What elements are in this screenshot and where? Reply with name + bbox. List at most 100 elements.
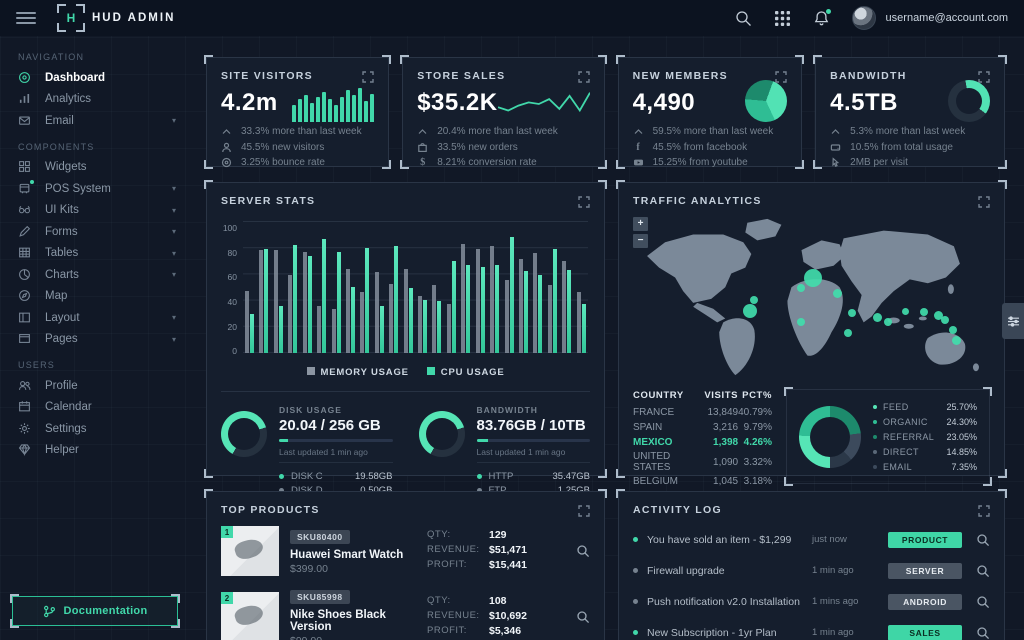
gauge-label: DISK USAGE [279, 405, 342, 415]
map-marker[interactable] [952, 335, 962, 345]
expand-icon[interactable] [578, 504, 590, 517]
expand-icon[interactable] [362, 70, 374, 83]
country-visits: 13,849 [707, 407, 739, 418]
world-map[interactable]: + − [631, 213, 992, 379]
sidebar-item-widgets[interactable]: Widgets [0, 157, 190, 179]
sidebar-item-dashboard[interactable]: Dashboard [0, 67, 190, 89]
qty-label: QTY: [427, 528, 451, 540]
map-marker[interactable] [948, 325, 957, 334]
map-marker[interactable] [872, 312, 882, 322]
map-marker[interactable] [934, 310, 944, 320]
y-tick: 40 [227, 297, 237, 308]
chevron-down-icon: ▾ [171, 313, 176, 323]
activity-tag-badge[interactable]: PRODUCT [888, 531, 962, 548]
map-marker[interactable] [797, 317, 806, 326]
bar-pair [418, 295, 428, 353]
traffic-sources-panel: FEED 25.70% ORGANIC 24.30% REFERRAL 23.05% DIR… [784, 387, 992, 486]
search-icon[interactable] [976, 626, 990, 640]
map-marker[interactable] [883, 317, 892, 326]
sidebar-item-calendar[interactable]: Calendar [0, 397, 190, 419]
search-icon[interactable] [976, 564, 990, 578]
activity-tag-badge[interactable]: SERVER [888, 562, 962, 579]
search-icon[interactable] [976, 533, 990, 547]
sidebar-item-pages[interactable]: Pages ▾ [0, 329, 190, 351]
sidebar-item-map[interactable]: Map [0, 286, 190, 308]
country-row[interactable]: FRANCE 13,849 40.79% [633, 405, 772, 420]
user-avatar[interactable] [851, 6, 876, 30]
menu-toggle-icon[interactable] [16, 12, 36, 24]
map-marker[interactable] [742, 304, 757, 319]
map-marker[interactable] [919, 307, 928, 316]
sidebar-item-label: Analytics [45, 93, 92, 106]
chevron-down-icon: ▾ [171, 116, 176, 126]
expand-icon[interactable] [978, 195, 990, 208]
sidebar-item-charts[interactable]: Charts ▾ [0, 264, 190, 286]
bar [298, 99, 303, 122]
source-row: DIRECT 14.85% [873, 444, 977, 459]
activity-tag-badge[interactable]: ANDROID [888, 593, 962, 610]
map-marker[interactable] [804, 269, 823, 288]
map-marker[interactable] [847, 309, 856, 318]
cpu-bar [307, 255, 312, 353]
cpu-bar [264, 249, 269, 353]
settings-panel-toggle[interactable] [1002, 303, 1024, 339]
card-title: NEW MEMBERS [632, 70, 728, 82]
user-email[interactable]: username@account.com [885, 12, 1008, 24]
map-zoom-out-button[interactable]: − [633, 234, 648, 248]
memory-bar [273, 250, 278, 353]
memory-bar [490, 246, 495, 353]
memory-legend-swatch [306, 367, 315, 375]
sidebar-item-forms[interactable]: Forms ▾ [0, 221, 190, 243]
memory-bar [418, 295, 423, 353]
sidebar-item-layout[interactable]: Layout ▾ [0, 307, 190, 329]
sidebar-item-analytics[interactable]: Analytics [0, 89, 190, 111]
country-row[interactable]: MEXICO 1,398 4.26% [633, 435, 772, 450]
expand-icon[interactable] [978, 70, 990, 83]
country-row[interactable]: UNITED STATES 1,090 3.32% [633, 450, 772, 474]
map-marker[interactable] [833, 289, 843, 299]
country-visits: 1,398 [713, 437, 739, 448]
forms-icon [18, 225, 32, 239]
documentation-button[interactable]: Documentation [10, 594, 180, 628]
apps-grid-icon[interactable] [774, 10, 791, 27]
search-icon[interactable] [576, 544, 590, 558]
map-marker[interactable] [797, 284, 806, 293]
bar-pair [504, 237, 514, 353]
notification-dot [30, 179, 34, 184]
memory-bar [389, 284, 394, 353]
notifications-bell-icon[interactable] [813, 8, 831, 27]
sidebar-item-helper[interactable]: Helper [0, 440, 190, 462]
sidebar-item-tables[interactable]: Tables ▾ [0, 243, 190, 265]
cpu-bar [524, 271, 529, 353]
map-zoom-in-button[interactable]: + [633, 217, 648, 231]
app-logo[interactable]: H [57, 4, 85, 32]
map-marker[interactable] [941, 315, 950, 324]
bar-pair [446, 260, 456, 353]
country-row[interactable]: BELGIUM 1,045 3.18% [633, 474, 772, 489]
search-icon[interactable] [976, 595, 990, 609]
search-icon[interactable] [735, 10, 752, 27]
map-marker[interactable] [843, 329, 852, 338]
expand-icon[interactable] [775, 70, 787, 83]
sidebar-item-ui-kits[interactable]: UI Kits ▾ [0, 200, 190, 222]
expand-icon[interactable] [578, 195, 590, 208]
expand-icon[interactable] [577, 70, 590, 83]
activity-tag-badge[interactable]: SALES [888, 624, 962, 640]
sidebar-item-profile[interactable]: Profile [0, 375, 190, 397]
item-name: DISK C [291, 470, 323, 482]
map-marker[interactable] [750, 296, 759, 304]
map-marker[interactable] [901, 307, 909, 315]
sidebar-item-email[interactable]: Email ▾ [0, 110, 190, 132]
bar-pair [374, 272, 384, 353]
search-icon[interactable] [576, 610, 590, 624]
sidebar-item-settings[interactable]: Settings [0, 418, 190, 440]
country-row[interactable]: SPAIN 3,216 9.79% [633, 420, 772, 435]
bar-pair [259, 249, 269, 353]
source-name: ORGANIC [883, 416, 928, 427]
sidebar-item-pos-system[interactable]: POS System ▾ [0, 178, 190, 200]
bar-pair [519, 259, 529, 353]
cpu-bar [495, 264, 500, 353]
expand-icon[interactable] [978, 504, 990, 517]
product-price: $399.00 [290, 563, 328, 575]
sidebar-item-label: Settings [45, 422, 87, 435]
